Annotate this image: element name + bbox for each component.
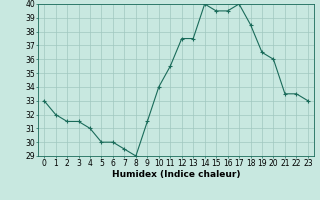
X-axis label: Humidex (Indice chaleur): Humidex (Indice chaleur) [112, 170, 240, 179]
